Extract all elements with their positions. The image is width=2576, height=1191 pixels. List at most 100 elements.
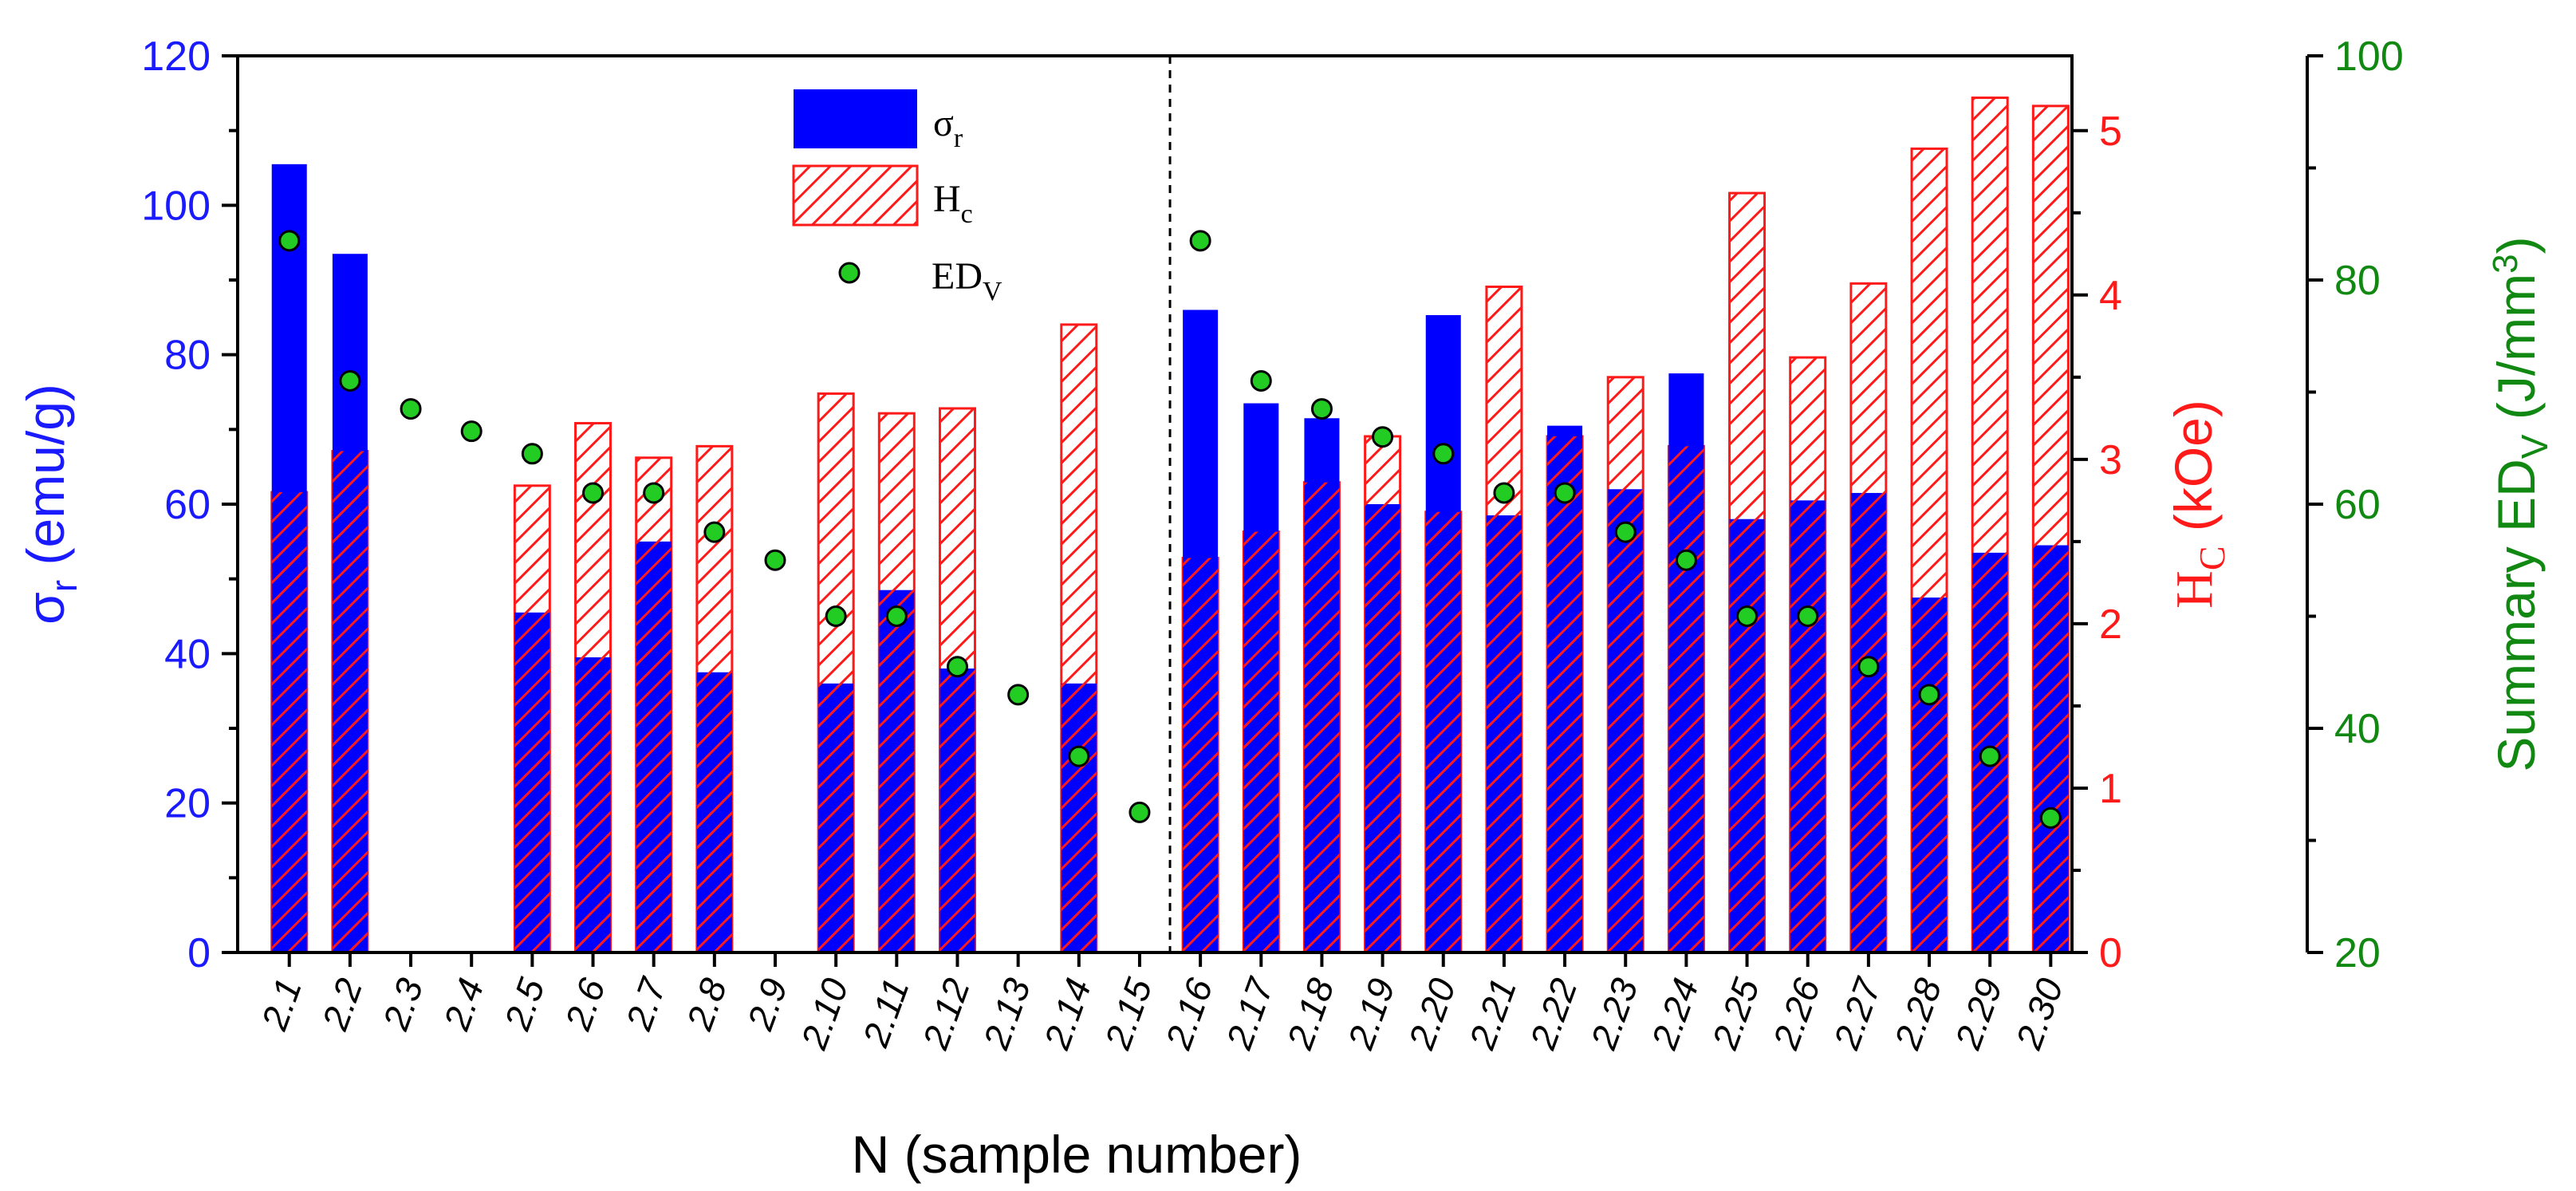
ed-point-2.7 <box>643 482 665 504</box>
ed-point-2.10 <box>825 605 847 627</box>
right2-tick-label: 20 <box>2334 930 2381 976</box>
x-tick-label-2.6: 2.6 <box>557 972 613 1035</box>
overlap-hatch-2.26 <box>1790 500 1826 952</box>
overlap-hatch-2.16 <box>1183 558 1219 952</box>
overlap-hatch-2.23 <box>1608 489 1644 952</box>
ed-point-2.15 <box>1128 801 1151 823</box>
overlap-hatch-2.30 <box>2033 545 2069 952</box>
x-tick-label-2.3: 2.3 <box>374 972 431 1035</box>
x-tick-label-2.18: 2.18 <box>1278 972 1342 1055</box>
overlap-hatch-2.19 <box>1365 504 1400 952</box>
ed-point-2.27 <box>1857 656 1880 678</box>
ed-point-2.9 <box>764 549 786 571</box>
right2-tick-label: 80 <box>2334 258 2381 304</box>
ed-point-2.13 <box>1007 684 1030 706</box>
ed-points-layer <box>278 230 2062 829</box>
ed-point-2.29 <box>1979 745 2001 767</box>
ed-point-2.23 <box>1614 521 1637 543</box>
left-tick-label: 80 <box>164 333 211 379</box>
overlap-hatch-2.1 <box>271 492 307 952</box>
x-tick-label-2.8: 2.8 <box>678 972 735 1035</box>
legend-label-ed: EDV <box>932 255 1002 306</box>
x-tick-label-2.28: 2.28 <box>1886 972 1950 1055</box>
overlap-hatch-2.27 <box>1850 492 1886 952</box>
ed-point-2.5 <box>521 443 543 465</box>
overlap-hatch-2.22 <box>1547 436 1583 952</box>
left-tick-label: 0 <box>187 930 211 976</box>
ed-point-2.20 <box>1432 443 1455 465</box>
x-tick-label-2.15: 2.15 <box>1097 972 1160 1055</box>
x-tick-label-2.24: 2.24 <box>1643 973 1707 1055</box>
left-tick-label: 40 <box>164 631 211 677</box>
left-axis-title: σr (emu/g) <box>16 384 85 625</box>
right-axis-hc-title: HC (kOe) <box>2164 400 2232 609</box>
ed-point-2.8 <box>703 521 726 543</box>
overlap-hatch-2.7 <box>636 541 672 952</box>
ed-point-2.24 <box>1675 549 1697 571</box>
ed-point-2.12 <box>946 656 968 678</box>
ed-point-2.4 <box>460 420 483 443</box>
x-tick-label-2.10: 2.10 <box>793 972 857 1055</box>
right1-tick-label: 5 <box>2099 108 2122 155</box>
x-tick-label-2.14: 2.14 <box>1035 973 1099 1055</box>
overlap-hatch-2.11 <box>879 590 915 952</box>
x-tick-label-2.2: 2.2 <box>313 973 370 1036</box>
right1-tick-label: 2 <box>2099 601 2122 648</box>
ed-point-2.2 <box>339 369 361 392</box>
ed-point-2.26 <box>1797 605 1819 627</box>
overlap-hatch-2.28 <box>1912 597 1948 952</box>
overlap-hatch-2.17 <box>1243 531 1279 952</box>
overlap-hatch-2.21 <box>1486 515 1522 952</box>
legend-label-hc: Hc <box>933 178 973 229</box>
overlap-hatch-2.2 <box>332 451 368 952</box>
overlap-hatch-2.24 <box>1668 446 1704 952</box>
left-tick-label: 120 <box>141 34 211 80</box>
right-y-axis-ed: 20 40 60 80 100 <box>2306 34 2404 976</box>
legend-marker-ed <box>838 262 861 284</box>
x-tick-label-2.5: 2.5 <box>496 972 553 1035</box>
ed-point-2.6 <box>582 482 605 504</box>
overlap-hatch-2.25 <box>1729 519 1765 952</box>
right1-tick-label: 4 <box>2099 273 2122 319</box>
ed-point-2.22 <box>1554 482 1576 504</box>
legend-swatch-hc <box>792 164 919 227</box>
ed-point-2.18 <box>1310 398 1333 420</box>
ed-point-2.16 <box>1189 230 1211 252</box>
x-tick-label-2.21: 2.21 <box>1460 973 1524 1055</box>
right2-tick-label: 100 <box>2334 34 2404 80</box>
x-tick-label-2.16: 2.16 <box>1157 972 1221 1055</box>
x-tick-label-2.17: 2.17 <box>1218 972 1282 1055</box>
ed-point-2.25 <box>1736 605 1759 627</box>
x-tick-label-2.30: 2.30 <box>2007 972 2071 1055</box>
overlap-hatch-2.18 <box>1304 482 1340 952</box>
x-tick-label-2.22: 2.22 <box>1522 973 1585 1055</box>
ed-point-2.14 <box>1068 745 1090 767</box>
x-axis-title: N (sample number) <box>852 1125 1302 1184</box>
x-tick-label-2.23: 2.23 <box>1582 972 1646 1055</box>
x-tick-label-2.20: 2.20 <box>1400 972 1463 1055</box>
x-tick-label-2.26: 2.26 <box>1764 972 1828 1055</box>
right2-tick-label: 40 <box>2334 706 2381 752</box>
ed-point-2.21 <box>1493 482 1515 504</box>
left-tick-label: 60 <box>164 482 211 528</box>
right1-tick-label: 1 <box>2099 766 2122 812</box>
overlap-hatch-2.8 <box>696 672 732 952</box>
ed-point-2.28 <box>1918 684 1940 706</box>
legend: σr Hc EDV <box>792 89 1002 306</box>
x-tick-label-2.9: 2.9 <box>739 973 795 1036</box>
x-tick-label-2.1: 2.1 <box>253 973 309 1036</box>
ed-point-2.1 <box>278 230 301 252</box>
right-axis-ed-title: Summary EDV (J/mm3) <box>2486 236 2555 771</box>
ed-point-2.30 <box>2039 806 2062 829</box>
left-tick-label: 100 <box>141 183 211 229</box>
legend-label-sigma: σr <box>933 102 963 153</box>
overlap-hatch-layer <box>271 436 2069 952</box>
right1-tick-label: 0 <box>2099 930 2122 976</box>
x-tick-label-2.7: 2.7 <box>617 972 675 1035</box>
x-tick-label-2.13: 2.13 <box>975 972 1038 1055</box>
x-tick-label-2.12: 2.12 <box>914 973 978 1055</box>
right-y-axis-hc: 0 1 2 3 4 5 <box>2072 108 2122 976</box>
ed-point-2.17 <box>1250 369 1272 392</box>
overlap-hatch-2.6 <box>575 657 611 952</box>
